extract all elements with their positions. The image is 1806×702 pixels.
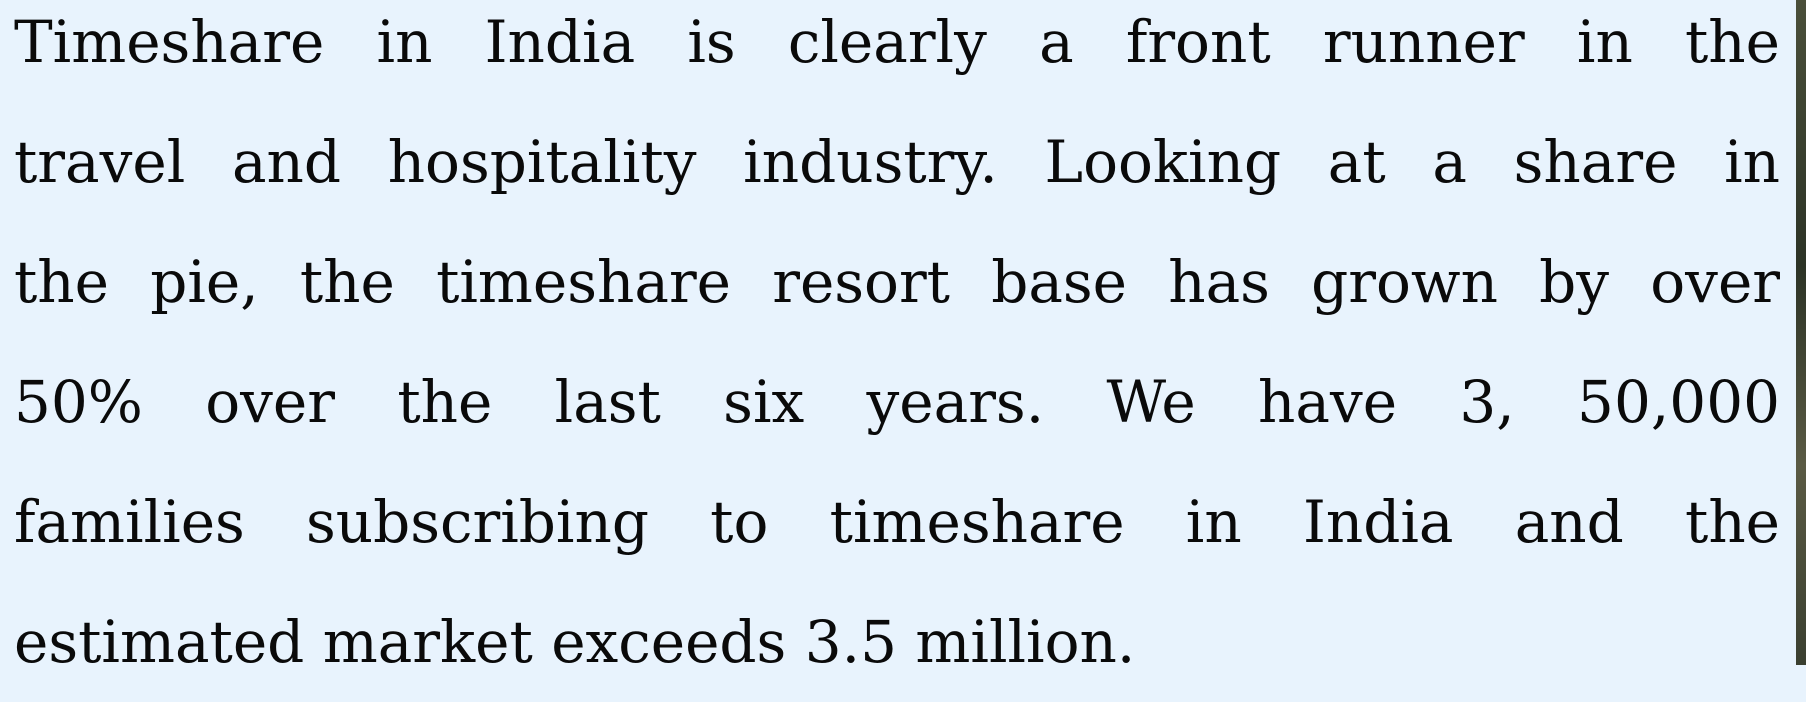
text-line: estimated market exceeds 3.5 million. [14,608,1136,676]
paragraph: Timeshare in India is clearly a front ru… [14,0,1780,702]
image-edge [1796,0,1806,665]
page: {"paragraph": {"lines": [ "Timeshare in … [14,0,1806,676]
text-line: 50% over the last six years. We have 3, … [14,368,1780,436]
text-line: travel and hospitality industry. Looking… [14,128,1780,196]
text-line: Timeshare in India is clearly a front ru… [14,8,1780,76]
text-line: the pie, the timeshare resort base has g… [14,248,1780,316]
text-line: families subscribing to timeshare in Ind… [14,488,1780,556]
